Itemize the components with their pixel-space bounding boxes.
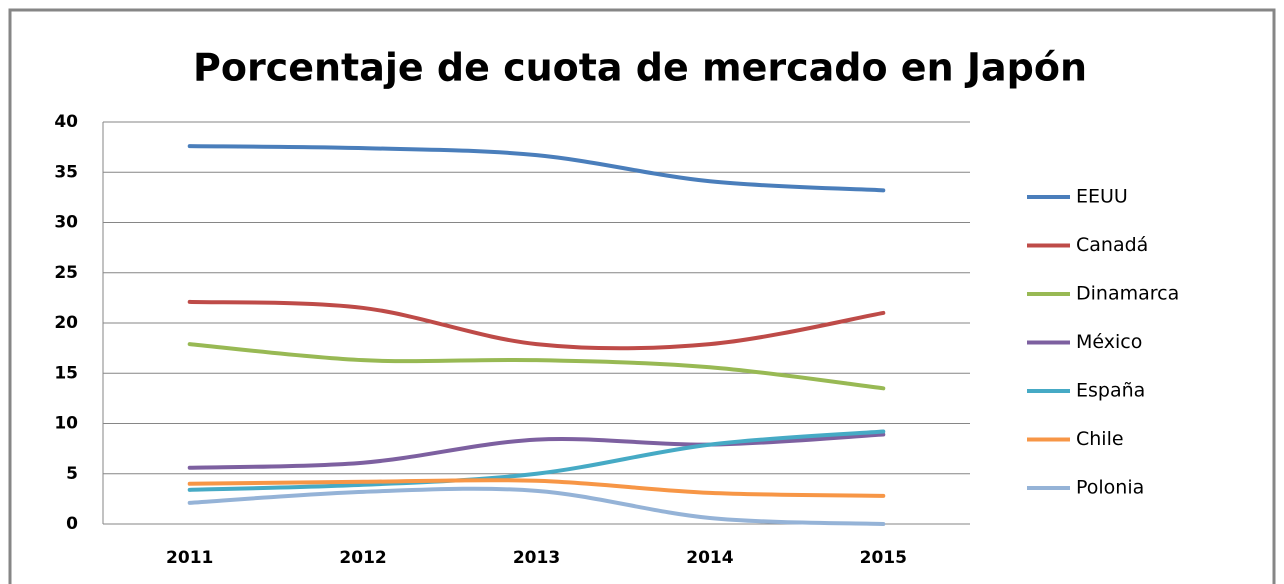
y-tick-label: 15 bbox=[54, 363, 78, 383]
series-line bbox=[187, 299, 886, 351]
x-tick-label: 2011 bbox=[166, 548, 213, 568]
legend-label: México bbox=[1076, 331, 1142, 353]
x-tick-label: 2015 bbox=[860, 548, 907, 568]
y-tick-label: 30 bbox=[54, 213, 78, 233]
y-tick-label: 40 bbox=[54, 112, 78, 132]
y-tick-label: 35 bbox=[54, 162, 78, 182]
legend-label: EEUU bbox=[1076, 186, 1128, 208]
series-line bbox=[187, 432, 886, 470]
x-tick-label: 2013 bbox=[513, 548, 560, 568]
x-tick-label: 2012 bbox=[339, 548, 386, 568]
legend-label: Chile bbox=[1076, 428, 1124, 450]
series-line bbox=[187, 342, 886, 391]
legend-label: Dinamarca bbox=[1076, 283, 1179, 305]
x-tick-label: 2014 bbox=[686, 548, 733, 568]
y-tick-label: 25 bbox=[54, 263, 78, 283]
series-line bbox=[187, 486, 886, 526]
y-tick-label: 0 bbox=[66, 514, 78, 534]
y-tick-label: 5 bbox=[66, 464, 78, 484]
legend-label: Canadá bbox=[1076, 234, 1148, 256]
y-tick-label: 10 bbox=[54, 414, 78, 434]
series-line bbox=[187, 144, 886, 193]
legend-label: Polonia bbox=[1076, 477, 1144, 499]
series-line bbox=[187, 429, 886, 492]
series-line bbox=[187, 478, 886, 498]
y-tick-label: 20 bbox=[54, 313, 78, 333]
chart-title: Porcentaje de cuota de mercado en Japón bbox=[193, 46, 1087, 90]
legend-label: España bbox=[1076, 380, 1145, 402]
